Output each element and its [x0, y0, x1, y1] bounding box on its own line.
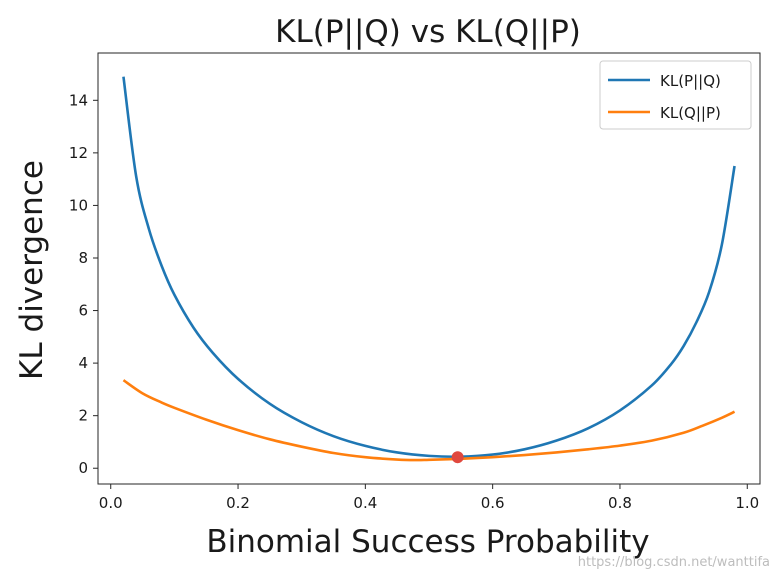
series-layer — [122, 76, 736, 462]
y-tick-label: 4 — [78, 354, 88, 372]
y-tick-label: 10 — [69, 196, 88, 214]
x-axis-label: Binomial Success Probability — [206, 524, 649, 560]
x-tick-label: 0.2 — [226, 494, 250, 512]
legend: KL(P||Q) KL(Q||P) — [599, 60, 752, 130]
x-tick-label: 1.0 — [735, 494, 759, 512]
legend-label-kl-qp: KL(Q||P) — [660, 104, 721, 122]
y-tick-label: 2 — [78, 407, 88, 425]
intersection-marker — [451, 451, 464, 464]
y-tick-label: 6 — [78, 302, 88, 320]
x-tick-label: 0.8 — [608, 494, 632, 512]
y-tick-label: 8 — [78, 249, 88, 267]
watermark-text: https://blog.csdn.net/wanttifa — [578, 555, 770, 570]
y-tick-label: 12 — [69, 144, 88, 162]
series-line-kl-qp — [122, 379, 736, 462]
axis-tick-labels: 0.0 0.2 0.4 0.6 0.8 1.0 0 2 4 6 8 10 12 14 — [69, 91, 759, 512]
x-tick-label: 0.4 — [353, 494, 377, 512]
x-tick-label: 0.0 — [99, 494, 123, 512]
chart-title: KL(P||Q) vs KL(Q||P) — [275, 14, 581, 50]
y-axis-label: KL divergence — [14, 160, 50, 380]
y-tick-label: 14 — [69, 91, 88, 109]
y-tick-label: 0 — [78, 459, 88, 477]
axis-ticks — [93, 99, 748, 489]
series-line-kl-pq — [122, 76, 736, 459]
legend-label-kl-pq: KL(P||Q) — [660, 72, 721, 90]
x-tick-label: 0.6 — [481, 494, 505, 512]
